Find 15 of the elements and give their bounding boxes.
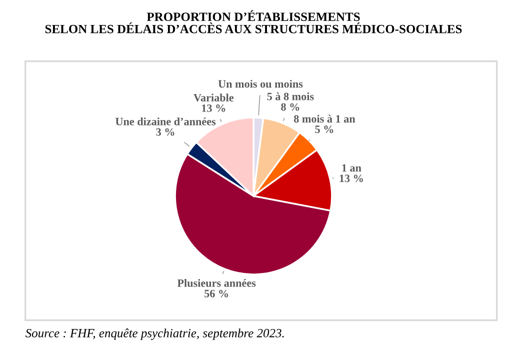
data-label: 56 % <box>204 290 228 298</box>
data-label: 5 % <box>315 126 334 134</box>
data-label: 3 % <box>156 128 174 136</box>
slice-label: Un mois ou moins <box>218 80 303 88</box>
source-note: Source : FHF, enquête psychiatrie, septembre 2023. <box>25 328 284 340</box>
slice-label: Plusieurs années <box>177 279 256 287</box>
data-label: 13 % <box>340 174 363 182</box>
slice-label: 5 à 8 mois <box>267 92 314 100</box>
slice-label: 8 mois à 1 an <box>294 114 356 123</box>
slice-label: 1 an <box>342 164 362 172</box>
chart-title: PROPORTION D’ÉTABLISSEMENTS SELON LES DÉLAIS D’ACCÈS AUX STRUCTURES MÉDICO-SOCIALES <box>45 10 462 34</box>
data-label: 8 % <box>281 103 300 111</box>
slice-label: Une dizaine d’années <box>116 117 216 126</box>
slice-label: Variable <box>194 94 234 102</box>
data-label: 13 % <box>202 104 226 112</box>
